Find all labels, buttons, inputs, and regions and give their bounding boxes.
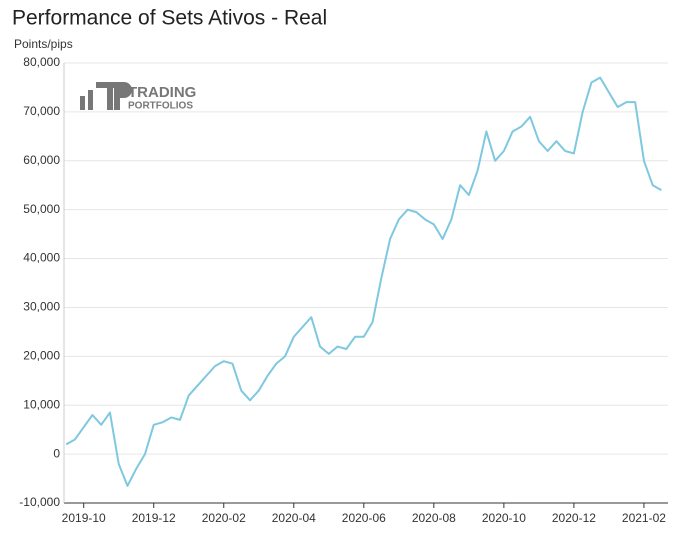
y-tick-label: 0	[53, 446, 60, 460]
data-line	[65, 76, 662, 487]
y-tick-label: 70,000	[23, 104, 60, 118]
x-tick-label: 2020-12	[552, 511, 596, 525]
x-tick-label: 2020-10	[482, 511, 526, 525]
y-tick-label: 40,000	[23, 251, 60, 265]
x-tick-label: 2020-04	[272, 511, 316, 525]
chart-title: Performance of Sets Ativos - Real	[12, 7, 327, 30]
x-tick-label: 2020-08	[412, 511, 456, 525]
x-tick-label: 2020-02	[202, 511, 246, 525]
x-tick-label: 2019-12	[132, 511, 176, 525]
logo-text: PORTFOLIOS	[128, 101, 193, 112]
y-tick-label: -10,000	[19, 495, 60, 509]
x-tick-label: 2021-02	[622, 511, 666, 525]
y-tick-label: 80,000	[23, 55, 60, 69]
y-tick-label: 30,000	[23, 300, 60, 314]
y-tick-label: 20,000	[23, 349, 60, 363]
y-tick-label: 60,000	[23, 153, 60, 167]
logo: TRADING PORTFOLIOS	[80, 82, 196, 112]
x-tick-label: 2020-06	[342, 511, 386, 525]
y-axis-label: Points/pips	[14, 37, 73, 51]
y-tick-label: 50,000	[23, 202, 60, 216]
y-tick-label: 10,000	[23, 397, 60, 411]
x-tick-label: 2019-10	[62, 511, 106, 525]
logo-text: TRADING	[128, 84, 196, 101]
